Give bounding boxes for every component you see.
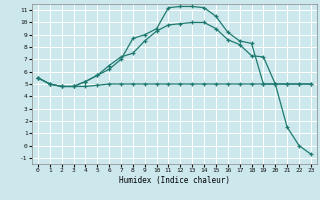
X-axis label: Humidex (Indice chaleur): Humidex (Indice chaleur) — [119, 176, 230, 185]
